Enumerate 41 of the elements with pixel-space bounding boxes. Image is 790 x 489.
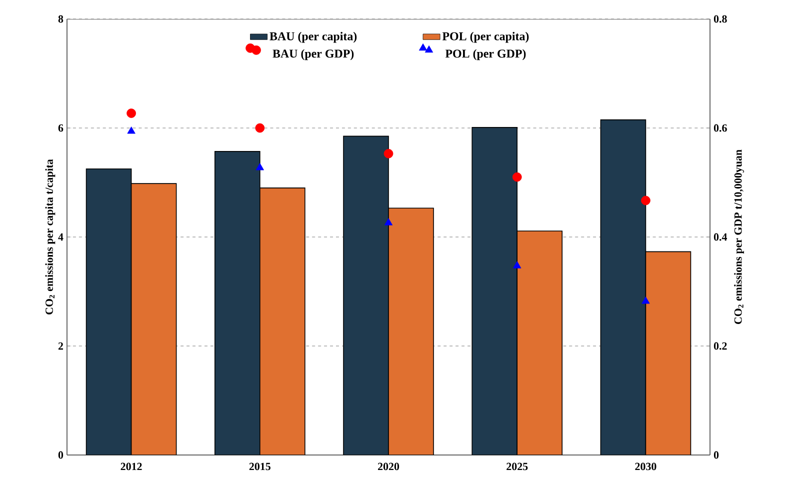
- x-tick-label: 2020: [378, 462, 400, 470]
- x-tick-label: 2025: [506, 462, 528, 470]
- bar: [600, 119, 646, 455]
- bar: [260, 188, 306, 455]
- y2-tick-label: 0: [714, 451, 719, 459]
- point: [255, 123, 265, 133]
- bar: [130, 183, 177, 455]
- bar: [645, 251, 692, 455]
- point: [513, 261, 522, 268]
- point: [641, 196, 650, 206]
- legend-label: BAU (per GDP): [272, 49, 354, 60]
- bar: [343, 136, 389, 455]
- point: [384, 148, 394, 158]
- y2-tick-label: 0.6: [714, 124, 727, 132]
- bar: [214, 151, 260, 455]
- y2-tick-label: 0.8: [714, 15, 727, 23]
- y-tick-label: 2: [58, 342, 63, 350]
- x-tick-label: 2015: [249, 462, 270, 470]
- y2-tick-label: 0.4: [714, 233, 728, 241]
- y-tick-label: 6: [58, 124, 64, 132]
- point: [256, 163, 264, 170]
- point: [384, 218, 393, 226]
- legend-label: BAU (per capita): [270, 32, 357, 43]
- point: [127, 126, 136, 134]
- y-tick-label: 8: [58, 15, 64, 23]
- bar: [472, 127, 518, 455]
- point: [512, 172, 522, 182]
- bar: [86, 168, 132, 455]
- x-tick-label: 2012: [120, 462, 142, 470]
- y-tick-label: 0: [58, 451, 64, 459]
- y-axis-title: CO$_{2}$ emissions per capita t/capita: [45, 159, 56, 314]
- point: [126, 108, 136, 118]
- y-tick-label: 4: [58, 233, 64, 241]
- point: [642, 296, 650, 304]
- y2-axis-title: CO$_{2}$ emissions per GDP t/10,000yuan: [734, 150, 744, 324]
- x-tick-label: 2030: [635, 462, 656, 470]
- legend-label: POL (per capita): [442, 32, 529, 43]
- bar: [516, 230, 563, 455]
- bar: [388, 208, 434, 455]
- legend-label: POL (per GDP): [445, 49, 526, 60]
- y2-tick-label: 0.2: [714, 342, 727, 350]
